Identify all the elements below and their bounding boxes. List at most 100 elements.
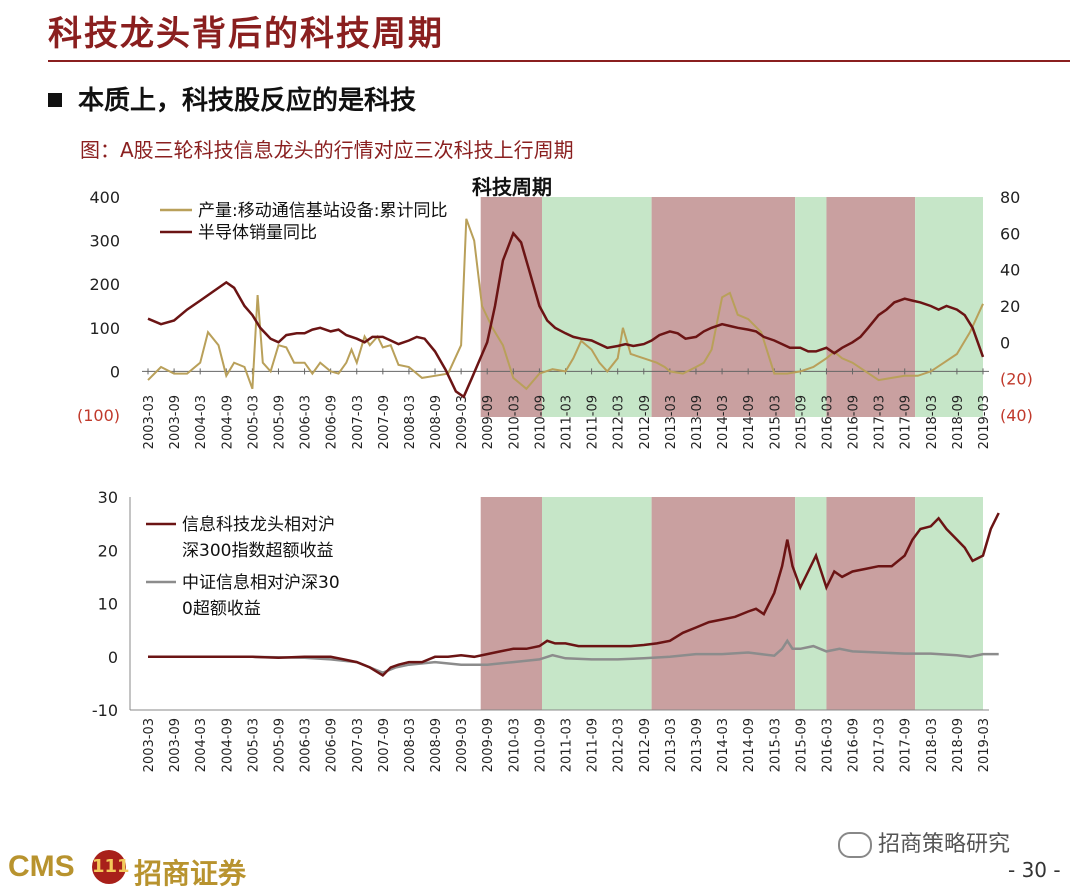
left-tick-label: 100 bbox=[89, 319, 120, 338]
series-csi-info-line bbox=[148, 638, 999, 675]
x-tick-label: 2019-03 bbox=[977, 395, 992, 449]
bottom-chart-axes: -10 0 10 20 30 2003-03 2003-09 2004-03 2004-09 20… bbox=[92, 488, 992, 772]
bottom-x-tick-label: 2005-09 bbox=[272, 718, 287, 772]
x-tick-label: 2004-09 bbox=[220, 395, 235, 449]
right-tick-label: (20) bbox=[1000, 370, 1033, 389]
series-base-station-line bbox=[147, 218, 984, 391]
cycle-band-red bbox=[480, 497, 543, 710]
cycle-band-red bbox=[651, 197, 796, 417]
series-tech-leader-line bbox=[148, 512, 1000, 677]
bottom-x-tick-label: 2003-03 bbox=[142, 718, 157, 772]
x-tick-label: 2006-09 bbox=[325, 395, 340, 449]
x-tick-label: 2017-03 bbox=[873, 395, 888, 449]
bottom-x-tick-label: 2008-03 bbox=[403, 718, 418, 772]
bottom-x-tick-label: 2014-03 bbox=[716, 718, 731, 772]
x-tick-label: 2011-09 bbox=[586, 395, 601, 449]
x-tick-label: 2013-03 bbox=[664, 395, 679, 449]
bottom-x-tick-label: 2012-09 bbox=[638, 718, 653, 772]
cycle-band-green bbox=[542, 497, 652, 710]
x-tick-label: 2011-03 bbox=[560, 395, 575, 449]
bottom-x-tick-label: 2011-09 bbox=[586, 718, 601, 772]
bottom-x-tick-label: 2005-03 bbox=[246, 718, 261, 772]
bottom-x-tick-label: 2010-09 bbox=[533, 718, 548, 772]
bottom-x-tick-label: 2007-03 bbox=[351, 718, 366, 772]
bullet-text: 本质上，科技股反应的是科技 bbox=[78, 86, 417, 116]
legend-label: 0超额收益 bbox=[182, 599, 261, 619]
legend-label: 中证信息相对沪深30 bbox=[182, 573, 340, 593]
bottom-x-tick-label: 2011-03 bbox=[560, 718, 575, 772]
right-tick-label: 60 bbox=[1000, 224, 1020, 243]
x-tick-label: 2018-03 bbox=[925, 395, 940, 449]
right-tick-label: 20 bbox=[1000, 297, 1020, 316]
cycle-band-red bbox=[826, 497, 916, 710]
wechat-icon bbox=[838, 832, 872, 858]
bottom-x-tick-label: 2003-09 bbox=[168, 718, 183, 772]
wechat-name: 招商策略研究 bbox=[878, 832, 1011, 857]
bottom-x-tick-label: 2019-03 bbox=[977, 718, 992, 772]
bottom-y-tick-label: -10 bbox=[92, 701, 118, 720]
bottom-x-tick-label: 2015-03 bbox=[768, 718, 783, 772]
x-tick-label: 2016-09 bbox=[847, 395, 862, 449]
legend-label: 深300指数超额收益 bbox=[182, 541, 333, 561]
x-tick-label: 2005-03 bbox=[246, 395, 261, 449]
bottom-x-tick-label: 2017-09 bbox=[899, 718, 914, 772]
bottom-cycle-bands bbox=[480, 497, 983, 710]
bottom-y-tick-label: 20 bbox=[98, 541, 118, 560]
x-tick-label: 2008-09 bbox=[429, 395, 444, 449]
x-tick-label: 2010-09 bbox=[533, 395, 548, 449]
page-number: - 30 - bbox=[1008, 858, 1061, 882]
top-cycle-bands bbox=[480, 197, 983, 417]
right-tick-label: 0 bbox=[1000, 333, 1010, 352]
bottom-x-tick-label: 2018-03 bbox=[925, 718, 940, 772]
right-tick-label: 80 bbox=[1000, 188, 1020, 207]
x-tick-label: 2014-09 bbox=[742, 395, 757, 449]
x-tick-label: 2007-03 bbox=[351, 395, 366, 449]
x-tick-label: 2012-03 bbox=[612, 395, 627, 449]
legend-label: 信息科技龙头相对沪 bbox=[182, 515, 335, 535]
x-tick-label: 2009-09 bbox=[481, 395, 496, 449]
bottom-x-tick-label: 2010-03 bbox=[507, 718, 522, 772]
bottom-y-tick-label: 10 bbox=[98, 595, 118, 614]
x-tick-label: 2003-09 bbox=[168, 395, 183, 449]
left-tick-label: 0 bbox=[110, 362, 120, 381]
x-tick-label: 2014-03 bbox=[716, 395, 731, 449]
bottom-x-tick-label: 2016-09 bbox=[847, 718, 862, 772]
wechat-account: 招商策略研究 bbox=[838, 826, 1010, 858]
bottom-y-tick-label: 0 bbox=[108, 648, 118, 667]
left-tick-label: 300 bbox=[89, 232, 120, 251]
cycle-band-green bbox=[795, 197, 827, 417]
bottom-x-tick-label: 2013-03 bbox=[664, 718, 679, 772]
x-tick-label: 2015-03 bbox=[768, 395, 783, 449]
x-tick-label: 2006-03 bbox=[299, 395, 314, 449]
bullet-heading: 本质上，科技股反应的是科技 bbox=[48, 80, 416, 117]
bullet-square-icon bbox=[48, 92, 62, 107]
bottom-x-tick-label: 2013-09 bbox=[690, 718, 705, 772]
left-tick-label: 400 bbox=[89, 188, 120, 207]
cms-logo: CMS bbox=[8, 850, 75, 883]
cycle-band-red bbox=[480, 197, 543, 417]
bottom-x-tick-label: 2004-03 bbox=[194, 718, 209, 772]
bottom-x-tick-label: 2017-03 bbox=[873, 718, 888, 772]
right-tick-label: (40) bbox=[1000, 406, 1033, 425]
bottom-x-tick-label: 2006-09 bbox=[325, 718, 340, 772]
cycle-band-red bbox=[651, 497, 796, 710]
cms-badge-icon: 111 bbox=[92, 850, 130, 884]
right-tick-label: 40 bbox=[1000, 261, 1020, 280]
left-tick-label: 200 bbox=[89, 275, 120, 294]
bottom-x-tick-label: 2012-03 bbox=[612, 718, 627, 772]
x-tick-label: 2010-03 bbox=[507, 395, 522, 449]
bottom-x-tick-label: 2015-09 bbox=[794, 718, 809, 772]
bottom-y-tick-label: 30 bbox=[98, 488, 118, 507]
left-tick-label: (100) bbox=[77, 406, 120, 425]
bottom-x-tick-label: 2006-03 bbox=[299, 718, 314, 772]
x-tick-label: 2013-09 bbox=[690, 395, 705, 449]
x-tick-label: 2007-09 bbox=[377, 395, 392, 449]
legend-label: 产量:移动通信基站设备:累计同比 bbox=[198, 201, 447, 221]
x-tick-label: 2004-03 bbox=[194, 395, 209, 449]
cycle-title: 科技周期 bbox=[472, 175, 552, 199]
bottom-x-tick-label: 2004-09 bbox=[220, 718, 235, 772]
x-tick-label: 2012-09 bbox=[638, 395, 653, 449]
